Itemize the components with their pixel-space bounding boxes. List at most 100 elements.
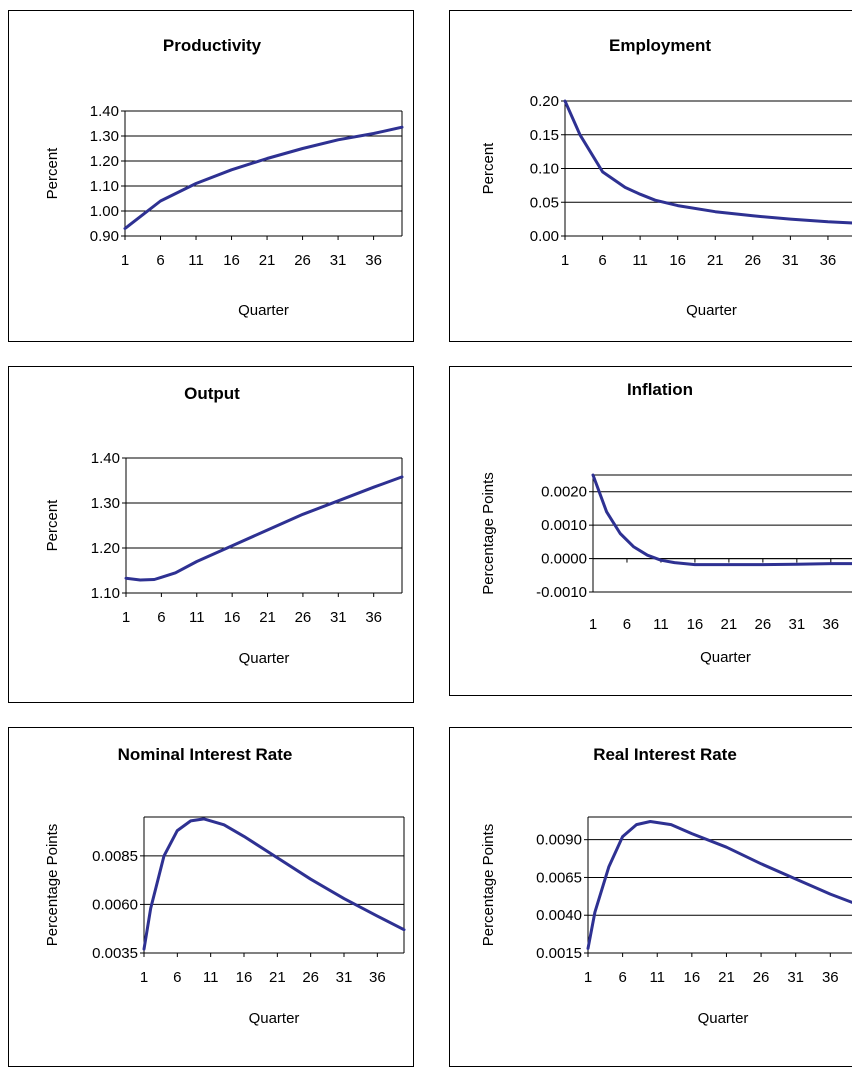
- x-tick-label: 16: [684, 969, 701, 986]
- y-tick-label: 1.10: [91, 585, 120, 602]
- x-tick-label: 6: [598, 252, 606, 269]
- series-line: [588, 822, 852, 949]
- y-tick-label: 0.0015: [536, 945, 582, 962]
- x-tick-label: 26: [295, 609, 312, 626]
- y-tick-label: 1.10: [90, 178, 119, 195]
- x-tick-label: 31: [330, 252, 347, 269]
- x-axis-label: Quarter: [239, 650, 290, 667]
- series-line: [144, 819, 404, 949]
- y-tick-label: 1.20: [90, 153, 119, 170]
- y-axis-label: Percent: [44, 147, 61, 200]
- series-line: [126, 477, 402, 580]
- x-tick-label: 36: [365, 609, 382, 626]
- chart-title: Output: [184, 384, 240, 403]
- y-tick-label: 0.0010: [541, 517, 587, 534]
- y-tick-label: 1.40: [90, 103, 119, 120]
- x-tick-label: 26: [755, 616, 772, 633]
- chart-real-interest-rate: Real Interest Rate0.00150.00400.00650.00…: [450, 728, 852, 1068]
- y-tick-label: 0.90: [90, 228, 119, 245]
- x-tick-label: 11: [189, 609, 205, 626]
- x-tick-label: 26: [294, 252, 311, 269]
- chart-nominal-interest-rate: Nominal Interest Rate0.00350.00600.00851…: [9, 728, 415, 1068]
- x-tick-label: 11: [203, 969, 219, 986]
- y-tick-label: 0.15: [530, 127, 559, 144]
- x-tick-label: 1: [561, 252, 569, 269]
- y-tick-label: -0.0010: [536, 584, 587, 601]
- x-tick-label: 21: [718, 969, 735, 986]
- y-tick-label: 1.40: [91, 450, 120, 467]
- x-tick-label: 21: [269, 969, 286, 986]
- x-tick-label: 26: [744, 252, 761, 269]
- x-tick-label: 6: [618, 969, 626, 986]
- x-tick-label: 16: [669, 252, 686, 269]
- y-tick-label: 0.10: [530, 161, 559, 178]
- series-line: [125, 127, 402, 228]
- y-tick-label: 1.30: [91, 495, 120, 512]
- y-tick-label: 0.0065: [536, 869, 582, 886]
- x-axis-label: Quarter: [249, 1010, 300, 1027]
- x-tick-label: 1: [589, 616, 597, 633]
- chart-title: Real Interest Rate: [593, 745, 737, 764]
- x-tick-label: 21: [707, 252, 724, 269]
- x-tick-label: 16: [236, 969, 253, 986]
- y-axis-label: Percent: [480, 142, 497, 195]
- x-tick-label: 1: [584, 969, 592, 986]
- x-axis-label: Quarter: [686, 302, 737, 319]
- x-tick-label: 21: [721, 616, 738, 633]
- x-tick-label: 31: [787, 969, 804, 986]
- x-tick-label: 16: [223, 252, 240, 269]
- x-tick-label: 36: [822, 969, 839, 986]
- y-tick-label: 0.0020: [541, 484, 587, 501]
- x-axis-label: Quarter: [238, 302, 289, 319]
- y-tick-label: 0.20: [530, 93, 559, 110]
- x-tick-label: 31: [330, 609, 347, 626]
- x-tick-label: 6: [157, 609, 165, 626]
- x-tick-label: 21: [259, 252, 276, 269]
- chart-title: Inflation: [627, 380, 693, 399]
- y-axis-label: Percentage Points: [480, 824, 497, 947]
- x-tick-label: 31: [336, 969, 353, 986]
- x-tick-label: 16: [687, 616, 704, 633]
- x-tick-label: 1: [140, 969, 148, 986]
- y-tick-label: 0.0085: [92, 848, 138, 865]
- x-tick-label: 11: [653, 616, 669, 633]
- x-tick-label: 6: [156, 252, 164, 269]
- y-tick-label: 0.0040: [536, 907, 582, 924]
- x-tick-label: 31: [789, 616, 806, 633]
- y-axis-label: Percentage Points: [44, 824, 61, 947]
- chart-title: Productivity: [163, 36, 262, 55]
- y-axis-label: Percentage Points: [480, 472, 497, 595]
- x-tick-label: 36: [369, 969, 386, 986]
- x-tick-label: 6: [173, 969, 181, 986]
- x-tick-label: 16: [224, 609, 241, 626]
- x-tick-label: 11: [649, 969, 665, 986]
- x-tick-label: 36: [365, 252, 382, 269]
- x-tick-label: 11: [632, 252, 648, 269]
- x-tick-label: 36: [822, 616, 839, 633]
- y-axis-label: Percent: [44, 499, 61, 552]
- chart-title: Employment: [609, 36, 711, 55]
- x-tick-label: 6: [623, 616, 631, 633]
- x-tick-label: 26: [302, 969, 319, 986]
- y-tick-label: 1.00: [90, 203, 119, 220]
- chart-title: Nominal Interest Rate: [118, 745, 293, 764]
- y-tick-label: 1.20: [91, 540, 120, 557]
- series-line: [593, 475, 852, 565]
- y-tick-label: 1.30: [90, 128, 119, 145]
- y-tick-label: 0.05: [530, 194, 559, 211]
- x-axis-label: Quarter: [698, 1010, 749, 1027]
- y-tick-label: 0.0000: [541, 551, 587, 568]
- x-tick-label: 1: [122, 609, 130, 626]
- x-tick-label: 1: [121, 252, 129, 269]
- x-tick-label: 21: [259, 609, 276, 626]
